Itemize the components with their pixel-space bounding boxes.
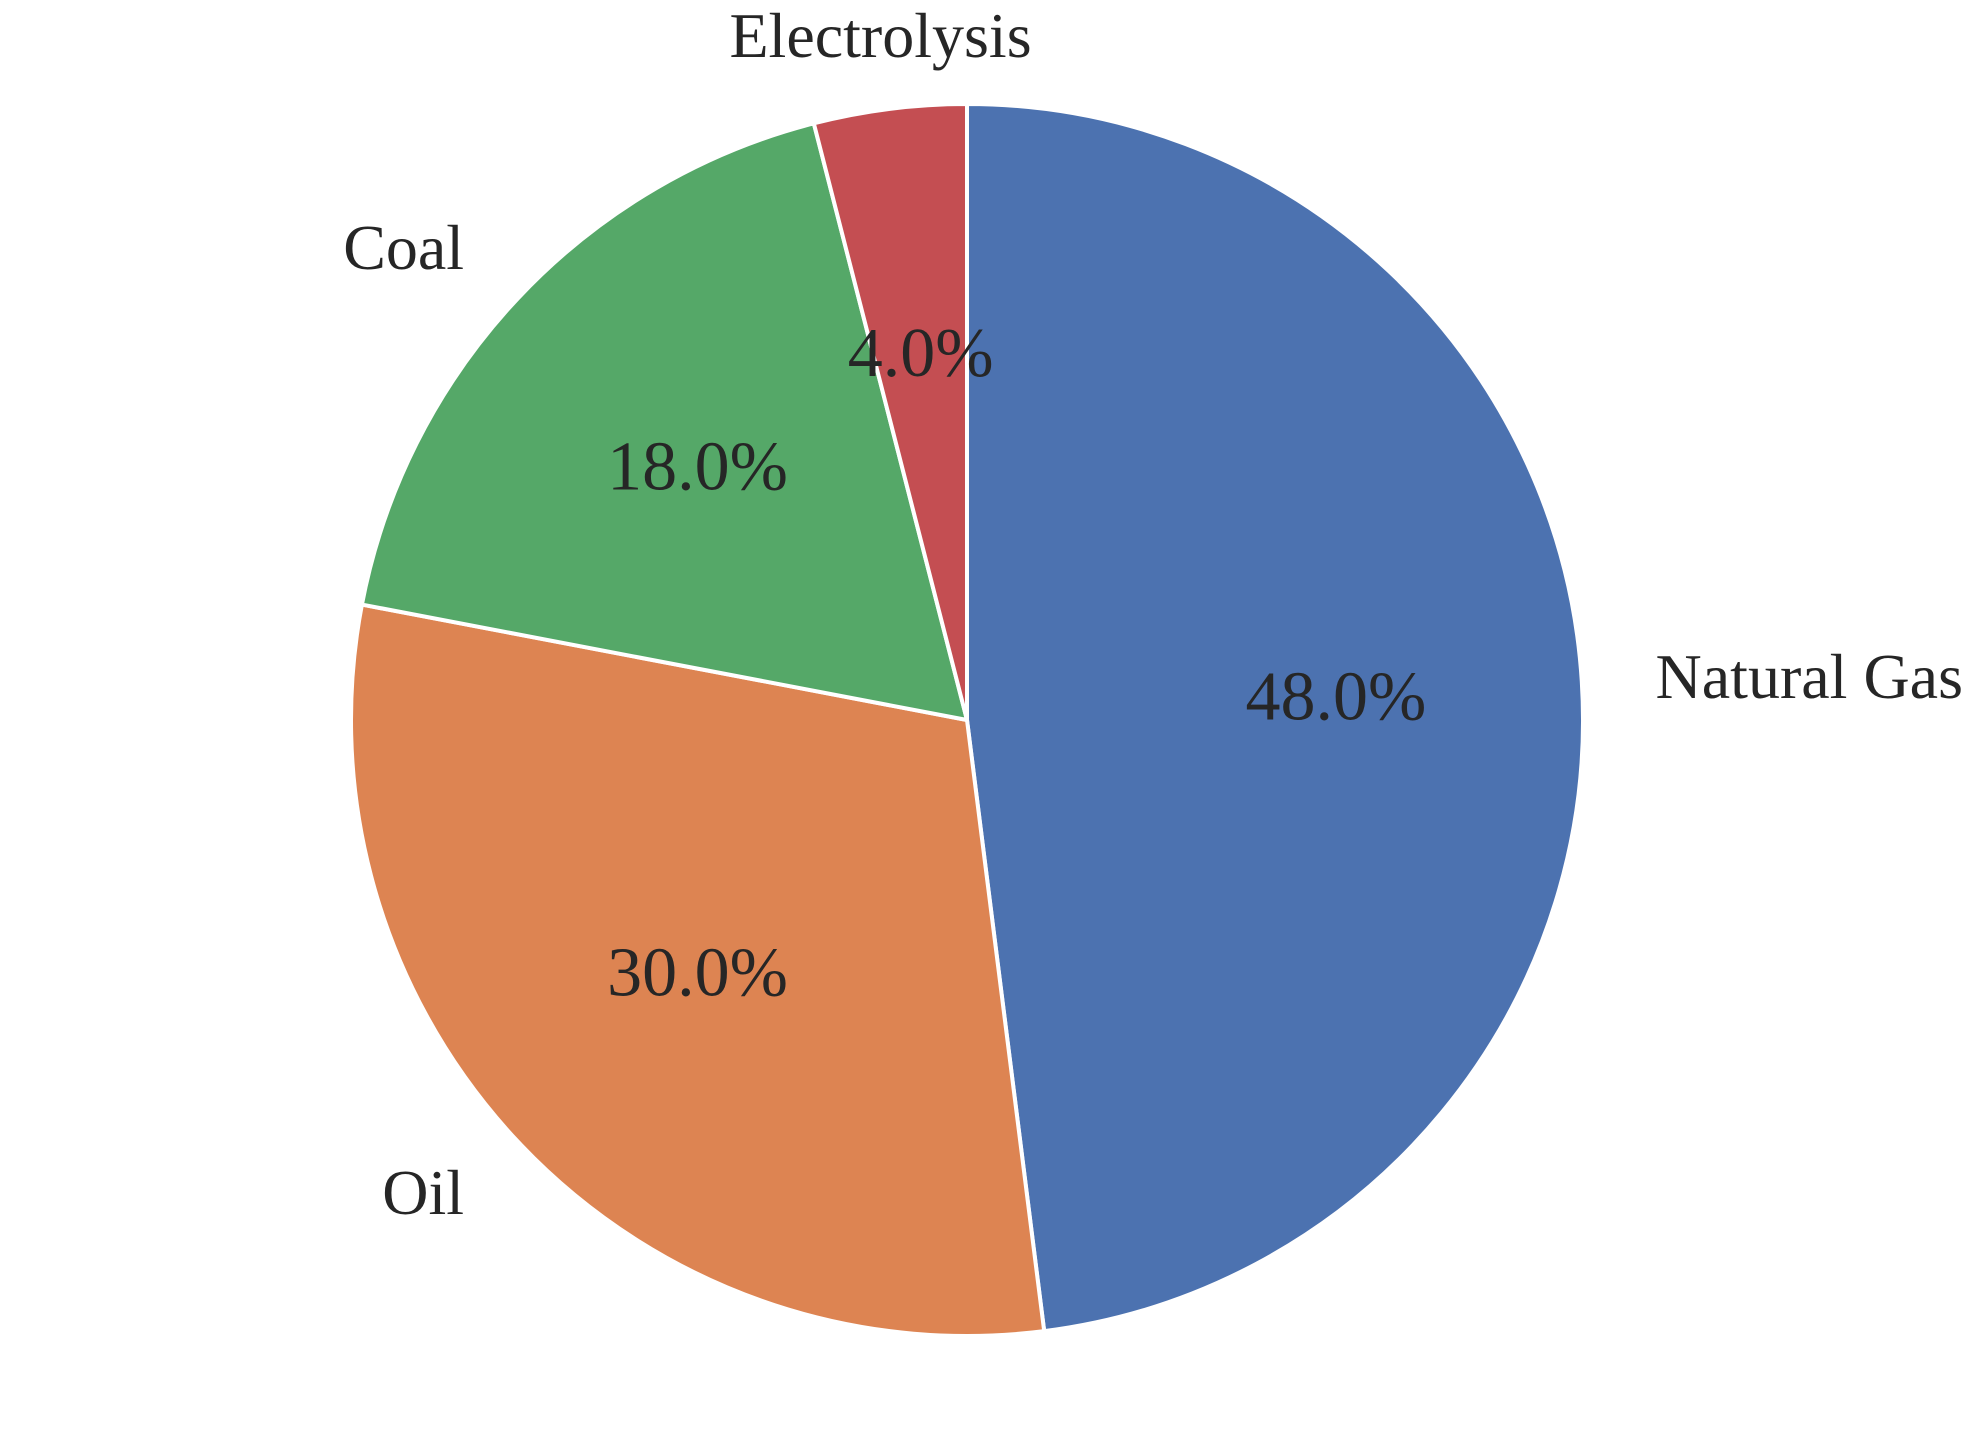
- slice-label-electrolysis: Electrolysis: [729, 0, 1031, 71]
- slice-label-oil: Oil: [382, 1157, 464, 1228]
- pie-slice-natural-gas: [965, 102, 1585, 1334]
- percent-label-coal: 18.0%: [607, 428, 788, 505]
- percent-label-oil: 30.0%: [607, 935, 788, 1012]
- pie-slice-oil: [349, 602, 1047, 1338]
- pie-slice-coal: [359, 121, 969, 722]
- percent-label-natural-gas: 48.0%: [1245, 658, 1426, 735]
- slice-labels: Natural Gas Oil Coal Electrolysis: [343, 0, 1963, 1228]
- slice-label-natural-gas: Natural Gas: [1656, 641, 1963, 712]
- pie-slice-electrolysis: [811, 102, 969, 722]
- slice-label-coal: Coal: [343, 212, 464, 283]
- percent-label-electrolysis: 4.0%: [848, 315, 994, 392]
- percent-labels: 48.0% 30.0% 18.0% 4.0%: [607, 315, 1426, 1012]
- pie-slices: [349, 102, 1585, 1338]
